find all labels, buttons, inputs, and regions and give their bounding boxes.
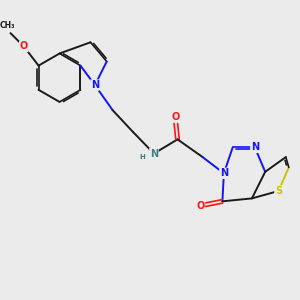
- Text: CH₃: CH₃: [0, 21, 15, 30]
- Text: N: N: [220, 168, 228, 178]
- Text: O: O: [171, 112, 179, 122]
- Text: N: N: [91, 80, 99, 90]
- Text: H: H: [140, 154, 146, 160]
- Text: S: S: [275, 186, 282, 196]
- Text: O: O: [196, 201, 204, 211]
- Text: N: N: [251, 142, 259, 152]
- Text: N: N: [150, 148, 158, 158]
- Text: O: O: [20, 41, 28, 51]
